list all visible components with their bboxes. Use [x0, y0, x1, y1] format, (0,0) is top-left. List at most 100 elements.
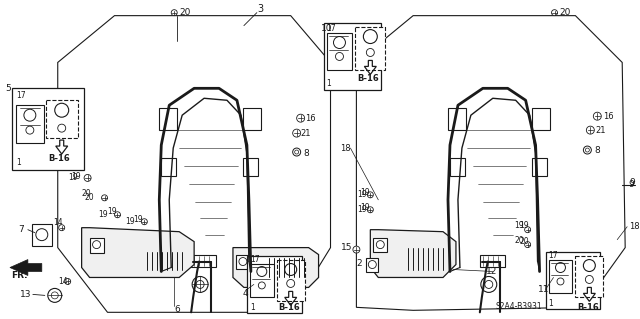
Bar	[46, 100, 77, 138]
Circle shape	[376, 241, 384, 249]
Text: 18: 18	[340, 144, 351, 152]
Circle shape	[297, 114, 305, 122]
Text: 19: 19	[133, 215, 143, 224]
Circle shape	[257, 266, 267, 277]
Circle shape	[59, 225, 65, 231]
Text: 6: 6	[174, 305, 180, 314]
Circle shape	[102, 195, 108, 201]
Text: 9: 9	[629, 178, 635, 187]
Circle shape	[26, 126, 34, 134]
Bar	[90, 238, 104, 253]
Circle shape	[24, 109, 36, 121]
Circle shape	[196, 280, 204, 288]
Text: 1: 1	[548, 299, 554, 308]
Text: 19: 19	[72, 173, 81, 182]
Circle shape	[294, 150, 299, 154]
Bar	[366, 257, 378, 272]
Bar	[545, 252, 600, 309]
Text: 10: 10	[321, 24, 332, 33]
Text: 20: 20	[85, 193, 95, 202]
Text: 19: 19	[520, 221, 529, 230]
Circle shape	[36, 229, 48, 241]
Text: 14: 14	[52, 218, 62, 227]
Text: 20: 20	[520, 237, 529, 246]
Text: 21: 21	[595, 126, 606, 135]
Bar	[532, 108, 550, 130]
Bar	[161, 158, 176, 176]
Text: 17: 17	[326, 24, 336, 33]
Bar	[159, 108, 177, 130]
Text: 16: 16	[604, 112, 614, 121]
Circle shape	[58, 124, 66, 132]
Circle shape	[65, 278, 70, 285]
Text: B-16: B-16	[48, 153, 70, 162]
Text: 11: 11	[538, 285, 549, 294]
Polygon shape	[10, 260, 42, 276]
Circle shape	[369, 261, 376, 269]
Text: 19: 19	[68, 174, 77, 182]
Circle shape	[367, 207, 373, 213]
Circle shape	[593, 112, 602, 120]
Text: 8: 8	[303, 149, 309, 158]
Circle shape	[364, 30, 378, 43]
Bar	[480, 255, 505, 266]
Bar	[373, 238, 387, 252]
Text: 19: 19	[360, 203, 370, 212]
Circle shape	[51, 292, 58, 299]
Text: 19: 19	[356, 190, 366, 199]
Text: 5: 5	[5, 84, 11, 93]
Circle shape	[525, 227, 531, 233]
Circle shape	[485, 280, 493, 288]
Text: 19: 19	[108, 207, 117, 216]
Text: FR.: FR.	[11, 271, 28, 280]
Circle shape	[366, 48, 374, 56]
Circle shape	[552, 10, 557, 16]
Bar	[575, 256, 604, 297]
Bar	[191, 255, 216, 266]
Circle shape	[525, 241, 531, 248]
Circle shape	[353, 246, 360, 253]
Bar	[326, 33, 353, 70]
Text: 14: 14	[58, 277, 67, 286]
Bar	[16, 105, 44, 143]
Bar	[355, 26, 385, 70]
Text: 17: 17	[16, 91, 26, 100]
Text: 7: 7	[18, 225, 24, 234]
Circle shape	[584, 260, 595, 271]
Bar	[450, 158, 465, 176]
Text: B-16: B-16	[577, 303, 599, 312]
Polygon shape	[371, 230, 456, 278]
Bar	[324, 23, 381, 90]
Circle shape	[141, 219, 147, 225]
Text: 20: 20	[559, 8, 571, 17]
Text: 12: 12	[486, 267, 497, 276]
Circle shape	[93, 241, 100, 249]
Text: B-16: B-16	[357, 74, 379, 83]
Text: 4: 4	[243, 289, 248, 298]
Bar	[548, 260, 572, 293]
Text: 13: 13	[20, 290, 31, 299]
Circle shape	[259, 282, 266, 289]
Circle shape	[192, 277, 208, 293]
Bar	[243, 108, 261, 130]
Text: 2: 2	[356, 259, 362, 268]
Text: 20: 20	[82, 189, 92, 198]
Bar	[236, 255, 250, 269]
Circle shape	[367, 192, 373, 198]
Circle shape	[115, 212, 120, 218]
Polygon shape	[82, 228, 194, 278]
Text: 19: 19	[360, 188, 370, 197]
Bar	[32, 224, 52, 246]
Bar	[243, 158, 258, 176]
Bar	[276, 260, 305, 301]
Text: 19: 19	[125, 217, 134, 226]
Text: 18: 18	[629, 222, 640, 231]
Text: 20: 20	[514, 236, 524, 245]
Circle shape	[556, 263, 566, 272]
Text: 1: 1	[16, 159, 20, 167]
Circle shape	[335, 53, 344, 60]
Text: 9: 9	[628, 180, 634, 189]
Circle shape	[239, 257, 247, 265]
Text: 21: 21	[301, 129, 311, 137]
Circle shape	[586, 276, 593, 284]
